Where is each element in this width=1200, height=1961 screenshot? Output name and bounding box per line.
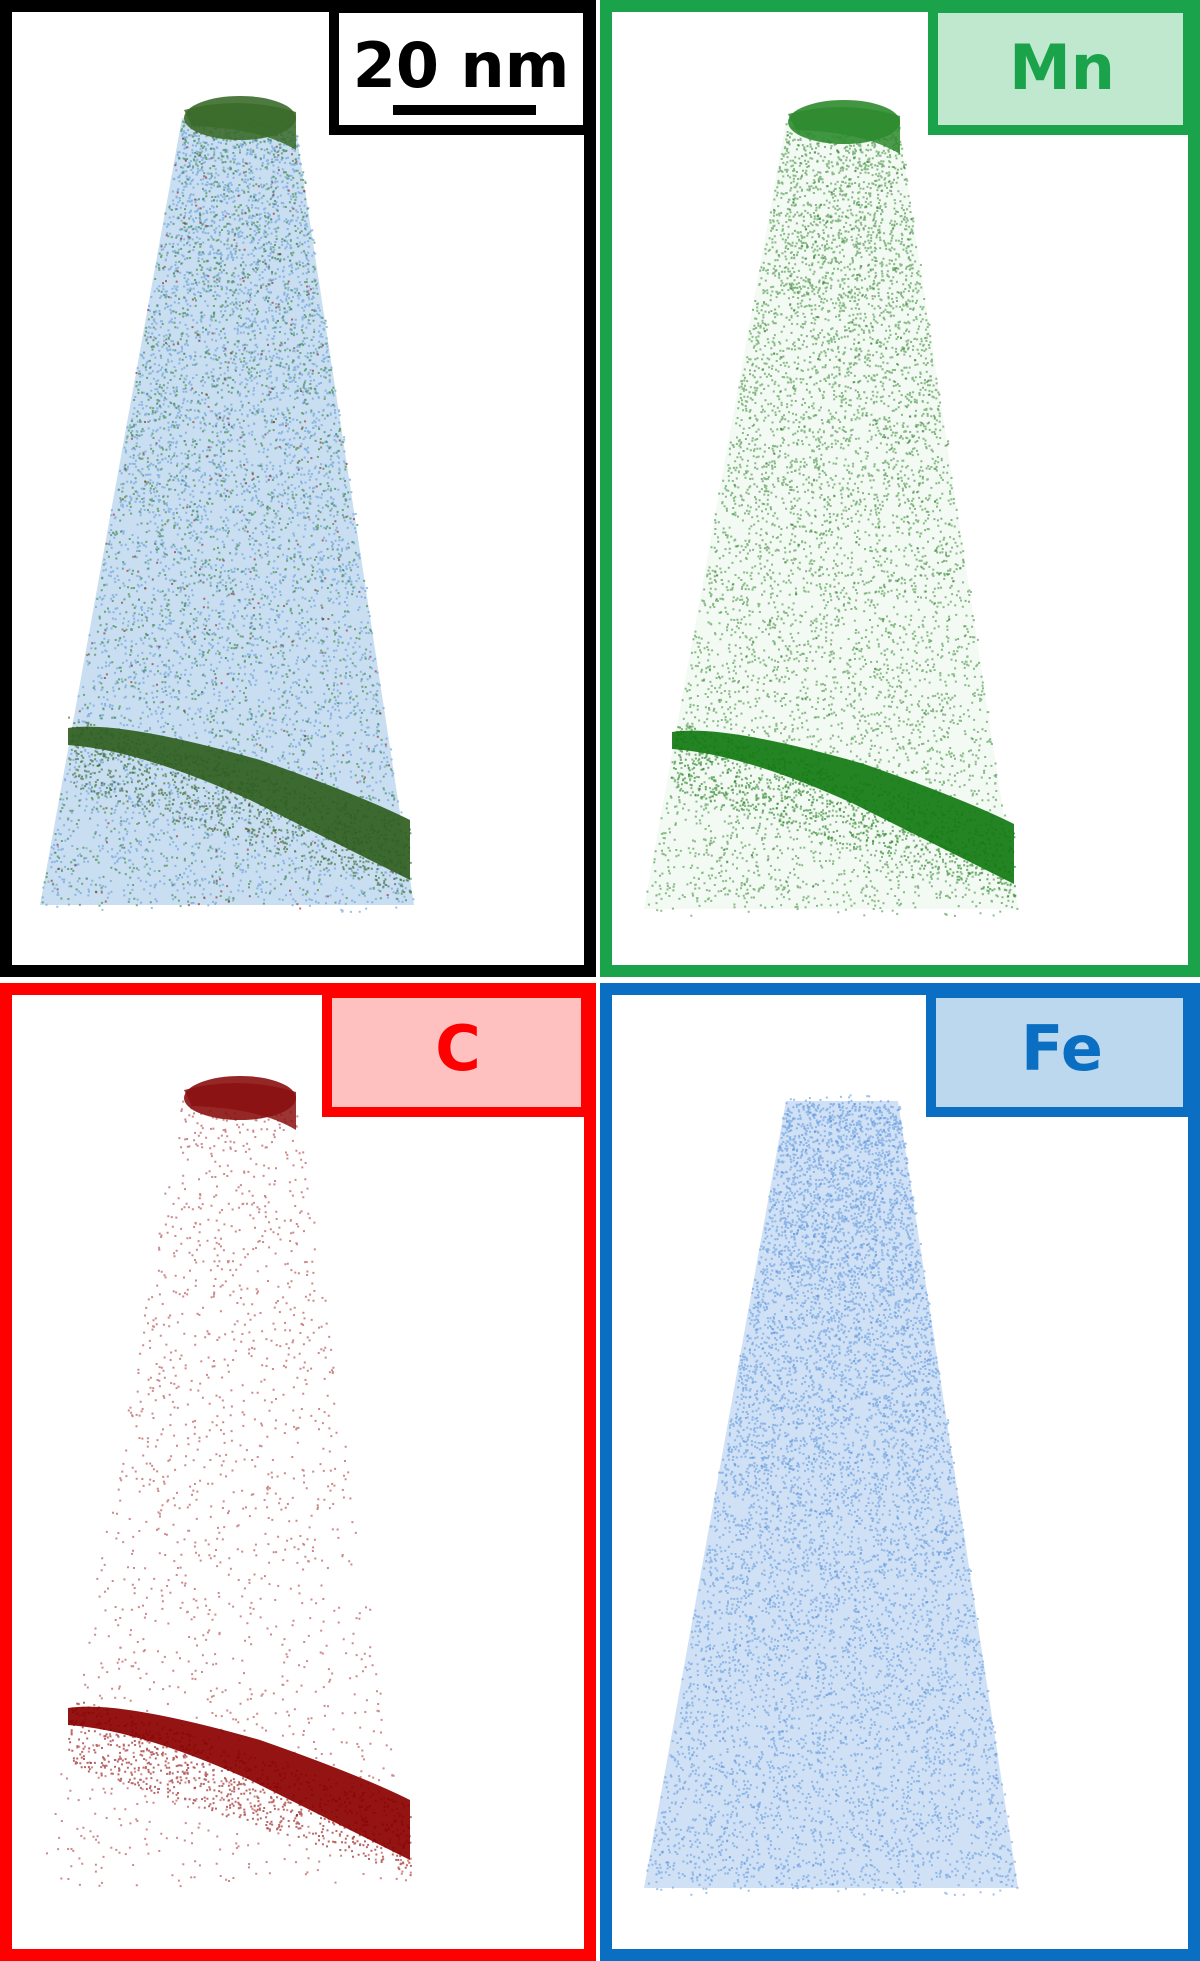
interface-band (68, 1706, 410, 1860)
dots-layer (40, 96, 1019, 1896)
panel-label: C (435, 1012, 481, 1085)
reconstruction (644, 100, 1019, 917)
interface-band (672, 730, 1014, 884)
scale-bar-label: 20 nm (353, 29, 570, 102)
cap-segregation (184, 102, 296, 150)
panel-border (0, 0, 596, 977)
cap-segregation (788, 106, 900, 154)
panel-border (600, 0, 1200, 977)
atom-dots (646, 1099, 1016, 1896)
label-box (322, 988, 591, 1117)
panel-border (0, 983, 596, 1961)
panel-border (600, 983, 1200, 1961)
label-box (926, 988, 1193, 1117)
interface-dots (673, 725, 1016, 898)
interface-band (68, 726, 410, 880)
reconstruction (46, 1076, 412, 1888)
cap-segregation (184, 1082, 296, 1130)
cone-body (40, 118, 414, 905)
label-box (928, 3, 1193, 135)
panel-label: Mn (1009, 31, 1115, 104)
reconstruction (40, 96, 415, 913)
reconstruction (644, 1094, 1019, 1896)
panel-label: Fe (1021, 1012, 1103, 1085)
interface-dots (68, 716, 412, 894)
